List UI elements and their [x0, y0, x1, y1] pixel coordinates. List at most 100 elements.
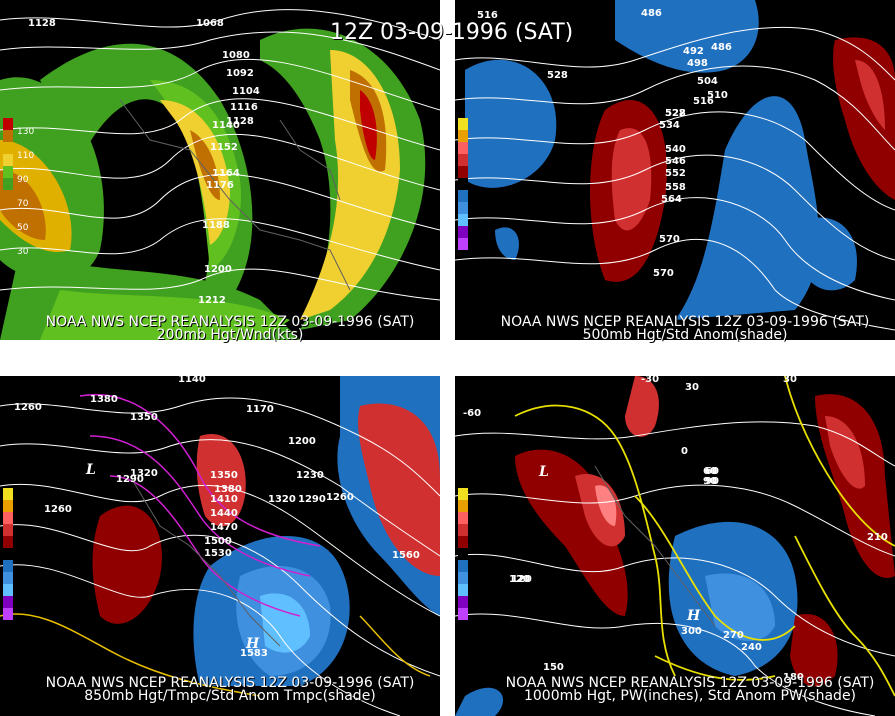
- legend-swatch: [3, 572, 13, 584]
- contour-label: 1260: [14, 402, 42, 413]
- panel-subtitle: 200mb Hgt/Wnd(kts): [156, 327, 304, 343]
- contour-label: 0: [681, 446, 688, 457]
- contour-label: 150: [543, 662, 564, 673]
- legend-value: 110: [17, 151, 35, 161]
- contour-label: 1380: [90, 394, 118, 405]
- contour-label: 1230: [296, 470, 324, 481]
- legend-swatch: [3, 512, 13, 524]
- panel-header: NOAA NWS NCEP REANALYSIS 12Z 03-09-1996 …: [45, 314, 415, 330]
- contour-label: 1470: [210, 522, 238, 533]
- contour-label: 1164: [212, 168, 240, 179]
- map-200mb-graphic: [0, 0, 440, 340]
- low-pressure-marker: L: [538, 464, 549, 480]
- contour-label: 1140: [178, 376, 206, 385]
- contour-label: 534: [659, 120, 680, 131]
- contour-label: 1290: [298, 494, 326, 505]
- panel-subtitle: 500mb Hgt/Std Anom(shade): [582, 327, 788, 343]
- legend-swatch: [458, 584, 468, 596]
- legend-swatch: [458, 214, 468, 226]
- panel-caption-1000mb: NOAA NWS NCEP REANALYSIS 12Z 03-09-1996 …: [490, 675, 890, 704]
- contour-label: 510: [707, 90, 728, 101]
- contour-label: 516: [477, 10, 498, 21]
- high-pressure-marker: H: [686, 608, 701, 624]
- contour-label: 546: [665, 156, 686, 167]
- contour-label: 1260: [326, 492, 354, 503]
- wind-legend: 130 110 90 70 50 30: [3, 118, 34, 257]
- contour-label: 552: [665, 168, 686, 179]
- contour-label: -60: [463, 408, 481, 419]
- panel-subtitle: 850mb Hgt/Tmpc/Std Anom Tmpc(shade): [84, 688, 376, 704]
- contour-label: 1410: [210, 494, 238, 505]
- contour-label: 486: [641, 8, 662, 19]
- legend-swatch: [458, 226, 468, 238]
- map-500mb-graphic: [455, 0, 895, 340]
- legend-swatch: [3, 608, 13, 620]
- legend-swatch: [458, 202, 468, 214]
- contour-label: 522: [665, 108, 686, 119]
- contour-label: 558: [665, 182, 686, 193]
- contour-label: 1200: [288, 436, 316, 447]
- contour-label: 60: [705, 466, 719, 477]
- panel-caption-500mb: NOAA NWS NCEP REANALYSIS 12Z 03-09-1996 …: [485, 315, 885, 343]
- contour-label: 1092: [226, 68, 254, 79]
- contour-label: 120: [511, 574, 532, 585]
- high-pressure-marker: H: [245, 636, 260, 652]
- legend-swatch: [3, 500, 13, 512]
- map-1000mb-graphic: [455, 376, 895, 716]
- contour-label: 1560: [392, 550, 420, 561]
- panel-subtitle: 1000mb Hgt, PW(inches), Std Anom PW(shad…: [523, 688, 857, 704]
- contour-label: 1320: [268, 494, 296, 505]
- contour-label: 1068: [196, 18, 224, 29]
- legend-swatch: [3, 178, 13, 190]
- legend-swatch: [3, 166, 13, 178]
- legend-swatch: [458, 512, 468, 524]
- legend-swatch: [458, 488, 468, 500]
- contour-label: 570: [659, 234, 680, 245]
- contour-label: 210: [867, 532, 888, 543]
- contour-label: 1080: [222, 50, 250, 61]
- legend-swatch: [458, 536, 468, 548]
- contour-label: 1140: [212, 120, 240, 131]
- legend-swatch: [458, 142, 468, 154]
- contour-label: 300: [681, 626, 702, 637]
- legend-value: 50: [17, 223, 29, 233]
- contour-label: 1583: [240, 648, 268, 659]
- contour-label: 120: [509, 574, 530, 585]
- anomaly-legend: [3, 488, 13, 620]
- legend-swatch: [458, 238, 468, 250]
- map-panel-500mb: 516 486 528 492 486 498 504 510 516 522 …: [455, 0, 895, 340]
- contour-label: 30: [685, 382, 699, 393]
- contour-label: 1380: [214, 484, 242, 495]
- contour-label: 1152: [210, 142, 238, 153]
- contour-label: 1212: [198, 295, 226, 306]
- legend-value: 130: [17, 127, 35, 137]
- map-panel-200mb: 130 110 90 70 50 30 1128 1068 1080 1092 …: [0, 0, 440, 340]
- contour-label: 1500: [204, 536, 232, 547]
- legend-swatch: [3, 118, 13, 130]
- contour-label-layer: 1260 1380 1350 1320 1290 1260 1200 1230 …: [14, 376, 420, 659]
- legend-swatch: [3, 154, 13, 166]
- legend-swatch: [3, 488, 13, 500]
- contour-label: 1290: [116, 474, 144, 485]
- low-pressure-marker: L: [85, 462, 96, 478]
- panel-header: NOAA NWS NCEP REANALYSIS 12Z 03-09-1996 …: [505, 675, 875, 691]
- contour-label: 1440: [210, 508, 238, 519]
- contour-label: 498: [687, 58, 708, 69]
- legend-swatch: [458, 178, 468, 190]
- contour-label: 1128: [28, 18, 56, 29]
- map-850mb-graphic: [0, 376, 440, 716]
- contour-label-layer: 1128 1068 1080 1092 1104 1116 1128 1140 …: [28, 18, 260, 306]
- contour-label: 1170: [246, 404, 274, 415]
- contour-label: 540: [665, 144, 686, 155]
- contour-label: 1200: [204, 264, 232, 275]
- legend-swatch: [3, 596, 13, 608]
- legend-swatch: [3, 536, 13, 548]
- contour-label: 270: [723, 630, 744, 641]
- legend-swatch: [458, 572, 468, 584]
- contour-label: 564: [661, 194, 682, 205]
- contour-label: 486: [711, 42, 732, 53]
- contour-label: 504: [697, 76, 718, 87]
- legend-swatch: [458, 190, 468, 202]
- anomaly-legend: [458, 488, 468, 620]
- legend-value: 70: [17, 199, 29, 209]
